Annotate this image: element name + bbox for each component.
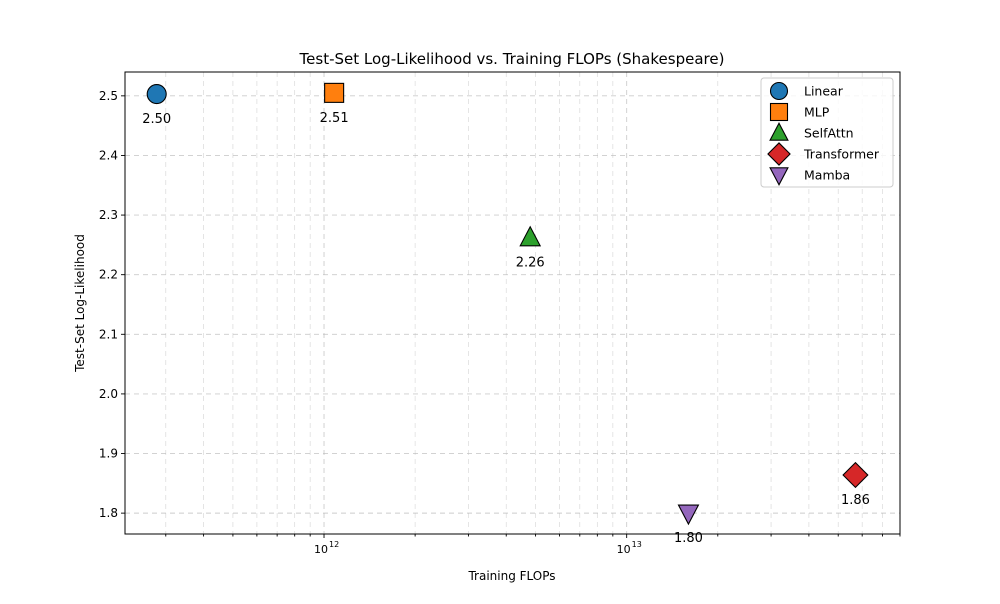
- data-label-linear: 2.50: [142, 112, 171, 127]
- y-tick-label: 2.1: [99, 327, 118, 341]
- y-tick-label: 2.3: [99, 208, 118, 222]
- data-label-selfattn: 2.26: [516, 256, 545, 271]
- y-tick-label: 2.5: [99, 89, 118, 103]
- y-tick-label: 2.0: [99, 387, 118, 401]
- data-point-linear: [146, 84, 167, 105]
- axis-ticks: 10 12 10 131.81.92.02.12.22.32.42.5: [99, 89, 901, 556]
- data-point-mlp: [324, 82, 345, 103]
- data-label-mamba: 1.80: [674, 531, 703, 546]
- plot-frame: [124, 71, 901, 535]
- data-point-mamba: [677, 504, 700, 526]
- y-axis-label: Test-Set Log-Likelihood: [73, 234, 87, 373]
- legend-marker-mlp: [769, 102, 789, 122]
- y-tick-label: 1.9: [99, 447, 118, 461]
- x-tick-label: 10: [314, 543, 328, 556]
- legend-label-selfattn: SelfAttn: [804, 126, 854, 141]
- y-tick-label: 2.4: [99, 148, 118, 162]
- data-point-transformer: [842, 461, 869, 489]
- x-tick-label-exponent: 12: [329, 540, 339, 549]
- legend-label-mlp: MLP: [804, 105, 830, 120]
- legend-marker-transformer: [767, 142, 791, 166]
- data-point-selfattn: [519, 225, 542, 247]
- legend-marker-linear: [769, 81, 789, 101]
- legend-marker-selfattn: [769, 122, 789, 141]
- x-tick-label-exponent: 13: [632, 540, 642, 549]
- legend-label-linear: Linear: [804, 84, 844, 99]
- legend-label-mamba: Mamba: [804, 168, 850, 183]
- legend-box: [760, 77, 894, 188]
- x-tick-label: 10: [617, 543, 631, 556]
- y-tick-label: 1.8: [99, 506, 118, 520]
- legend: Linear MLP SelfAttn Transformer Mamba: [760, 77, 894, 188]
- data-label-transformer: 1.86: [841, 493, 870, 508]
- legend-label-transformer: Transformer: [803, 147, 880, 162]
- y-tick-label: 2.2: [99, 268, 118, 282]
- data-label-mlp: 2.51: [320, 111, 349, 126]
- legend-marker-mamba: [769, 167, 789, 186]
- chart-title: Test-Set Log-Likelihood vs. Training FLO…: [299, 50, 725, 68]
- data-points: 2.50 2.51 2.26 1.86 1.80: [142, 82, 870, 546]
- x-axis-label: Training FLOPs: [467, 569, 555, 583]
